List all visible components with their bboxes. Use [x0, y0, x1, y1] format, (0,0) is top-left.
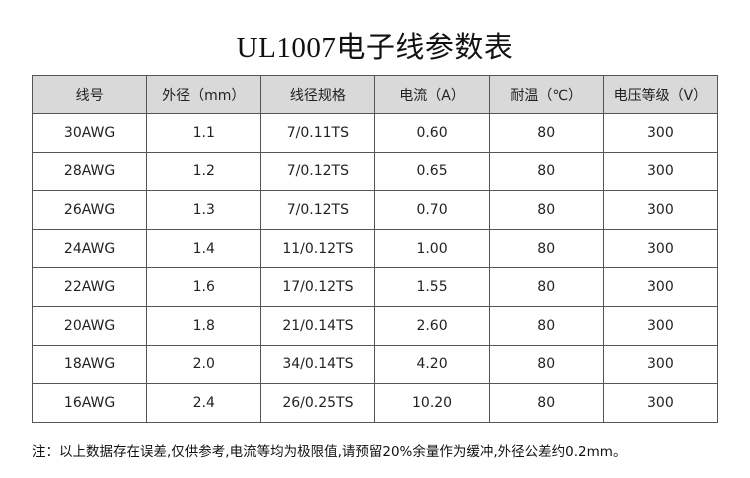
table-row: 18AWG 2.0 34/0.14TS 4.20 80 300	[31, 344, 719, 385]
table-cell: 0.70	[374, 190, 490, 230]
table-row: 16AWG 2.4 26/0.25TS 10.20 80 300	[31, 383, 719, 423]
table-cell: 80	[488, 190, 604, 230]
title: UL1007电子线参数表	[236, 32, 514, 64]
table-cell: 1.3	[146, 190, 262, 230]
table-cell: 2.60	[374, 305, 490, 346]
table-cell: 80	[488, 344, 604, 385]
table-row: 30AWG 1.1 7/0.11TS 0.60 80 300	[31, 113, 719, 153]
header-cell: 耐温（℃）	[488, 75, 604, 114]
table-cell: 300	[602, 383, 719, 423]
table-cell: 300	[602, 113, 719, 153]
table-cell: 80	[488, 383, 604, 423]
spec-table: 线号 外径（mm） 线径规格 电流（A） 耐温（℃） 电压等级（V） 30AWG 1.1 7/…	[31, 75, 719, 423]
table-cell: 10.20	[374, 383, 490, 423]
table-cell: 300	[602, 151, 719, 192]
table-cell: 34/0.14TS	[260, 344, 376, 385]
table-cell: 7/0.11TS	[260, 113, 376, 153]
table-cell: 17/0.12TS	[260, 267, 376, 307]
table-cell: 22AWG	[31, 267, 148, 307]
table-body: 30AWG 1.1 7/0.11TS 0.60 80 300 28AWG 1.2 7/0.12T…	[31, 113, 719, 423]
table-cell: 30AWG	[31, 113, 148, 153]
table-cell: 2.4	[146, 383, 262, 423]
table-cell: 26AWG	[31, 190, 148, 230]
table-cell: 300	[602, 190, 719, 230]
table-cell: 28AWG	[31, 151, 148, 192]
table-cell: 300	[602, 267, 719, 307]
table-cell: 0.65	[374, 151, 490, 192]
table-cell: 4.20	[374, 344, 490, 385]
table-row: 20AWG 1.8 21/0.14TS 2.60 80 300	[31, 305, 719, 346]
table-cell: 1.00	[374, 228, 490, 269]
table-cell: 1.6	[146, 267, 262, 307]
header-cell: 外径（mm）	[146, 75, 262, 114]
table-row: 26AWG 1.3 7/0.12TS 0.70 80 300	[31, 190, 719, 230]
table-row: 24AWG 1.4 11/0.12TS 1.00 80 300	[31, 228, 719, 269]
table-cell: 11/0.12TS	[260, 228, 376, 269]
table-cell: 7/0.12TS	[260, 151, 376, 192]
table-cell: 80	[488, 228, 604, 269]
table-cell: 21/0.14TS	[260, 305, 376, 346]
table-row: 28AWG 1.2 7/0.12TS 0.65 80 300	[31, 151, 719, 192]
table-cell: 300	[602, 344, 719, 385]
table-cell: 1.2	[146, 151, 262, 192]
header-cell: 线号	[31, 75, 148, 114]
table-cell: 80	[488, 305, 604, 346]
table-cell: 0.60	[374, 113, 490, 153]
table-cell: 80	[488, 151, 604, 192]
header-row: 线号 外径（mm） 线径规格 电流（A） 耐温（℃） 电压等级（V）	[31, 75, 719, 114]
header-cell: 线径规格	[260, 75, 376, 114]
table-cell: 7/0.12TS	[260, 190, 376, 230]
table-cell: 1.8	[146, 305, 262, 346]
table-cell: 26/0.25TS	[260, 383, 376, 423]
table-cell: 80	[488, 113, 604, 153]
table-row: 22AWG 1.6 17/0.12TS 1.55 80 300	[31, 267, 719, 307]
header-cell: 电压等级（V）	[602, 75, 719, 114]
footnote: 注：以上数据存在误差,仅供参考,电流等均为极限值,请预留20%余量作为缓冲,外径…	[32, 444, 627, 460]
table-cell: 300	[602, 228, 719, 269]
table-cell: 18AWG	[31, 344, 148, 385]
table-cell: 2.0	[146, 344, 262, 385]
table-cell: 300	[602, 305, 719, 346]
table-cell: 1.1	[146, 113, 262, 153]
header-cell: 电流（A）	[374, 75, 490, 114]
table-cell: 16AWG	[31, 383, 148, 423]
table-cell: 1.55	[374, 267, 490, 307]
table-cell: 20AWG	[31, 305, 148, 346]
table-cell: 80	[488, 267, 604, 307]
table-cell: 24AWG	[31, 228, 148, 269]
table-cell: 1.4	[146, 228, 262, 269]
